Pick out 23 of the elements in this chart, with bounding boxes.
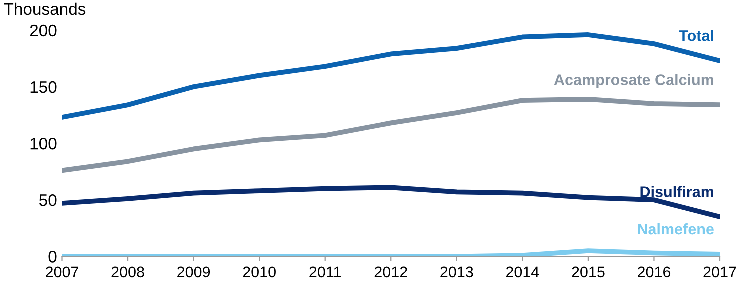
x-tick-label: 2015 bbox=[572, 266, 605, 278]
x-tick-label: 2017 bbox=[704, 266, 736, 278]
series-label: Acamprosate Calcium bbox=[554, 74, 714, 88]
series-label: Total bbox=[679, 30, 714, 42]
x-tick-label: 2007 bbox=[46, 266, 78, 278]
line-series bbox=[62, 185, 720, 220]
x-tick-label: 2014 bbox=[506, 266, 540, 278]
y-tick-label: 150 bbox=[30, 81, 57, 94]
y-axis-title: Thousands bbox=[4, 2, 86, 16]
line-series bbox=[62, 97, 720, 174]
x-tick-label: 2013 bbox=[440, 266, 474, 278]
y-tick-label: 200 bbox=[30, 24, 57, 37]
y-tick-label: 0 bbox=[48, 251, 57, 263]
x-tick-label: 2011 bbox=[310, 266, 342, 278]
x-tick-label: 2012 bbox=[374, 266, 408, 278]
y-tick-label: 50 bbox=[40, 194, 57, 206]
series-label: Disulfiram bbox=[640, 186, 714, 198]
y-tick-label: 100 bbox=[30, 138, 57, 150]
x-tick-label: 2016 bbox=[638, 266, 671, 278]
x-tick-label: 2008 bbox=[112, 266, 144, 278]
x-tick-label: 2010 bbox=[243, 266, 276, 278]
x-tick-label: 2009 bbox=[178, 266, 210, 278]
series-label: Nalmefene bbox=[638, 223, 714, 235]
